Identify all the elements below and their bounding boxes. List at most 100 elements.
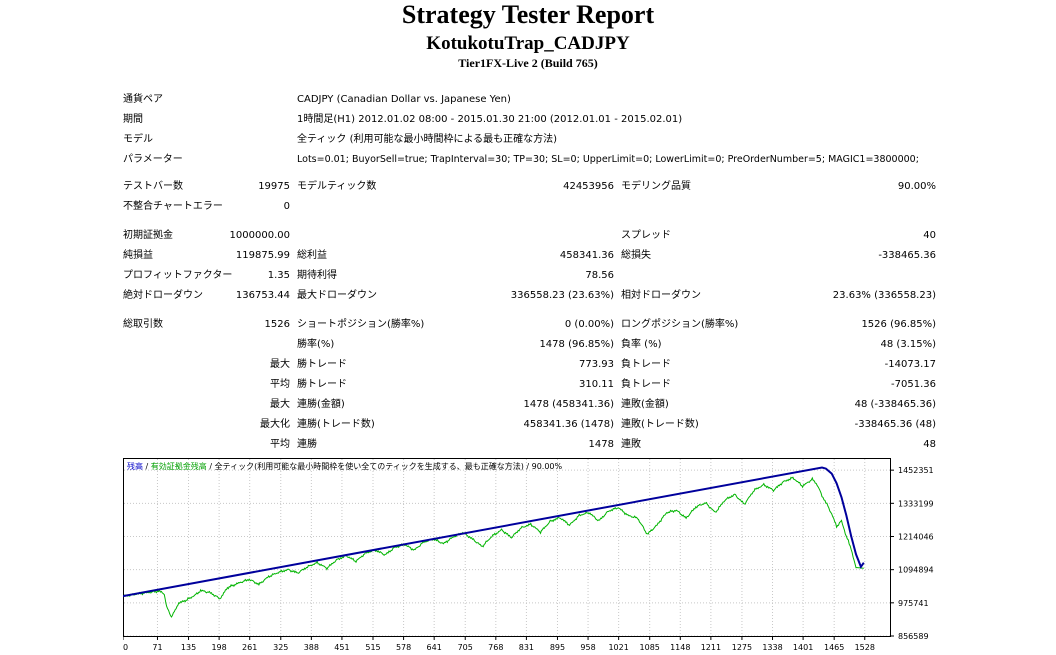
net-profit-label: 純損益 — [123, 250, 153, 261]
x-tick-label: 1528 — [855, 643, 875, 652]
win-rate-value: 1478 (96.85%) — [539, 339, 614, 350]
avg-cons-wins-value: 1478 — [588, 439, 614, 450]
legend-balance: 残高 — [127, 461, 143, 471]
model-label: モデル — [123, 134, 153, 145]
x-tick-label: 198 — [211, 643, 226, 652]
model-value: 全ティック (利用可能な最小時間枠による最も正確な方法) — [297, 134, 558, 145]
equity-line — [123, 476, 864, 618]
total-trades-label: 総取引数 — [123, 319, 163, 330]
x-tick-label: 1401 — [793, 643, 813, 652]
spread-label: スプレッド — [621, 230, 671, 241]
x-tick-label: 451 — [334, 643, 349, 652]
x-tick-label: 388 — [304, 643, 319, 652]
x-tick-label: 1211 — [701, 643, 721, 652]
x-tick-label: 641 — [427, 643, 442, 652]
x-axis-ticks: 0 71 135 198 261 325 388 451 515 578 641 705 768 831 8… — [123, 636, 875, 652]
chart-legend: 残高 / 有効証拠金残高 / 全ティック(利用可能な最小時間枠を使い全てのティッ… — [127, 461, 563, 471]
max-drawdown-label: 最大ドローダウン — [297, 290, 377, 301]
x-tick-label: 325 — [273, 643, 288, 652]
y-tick-label: 1094894 — [898, 566, 934, 575]
avg-cons-wins-label: 連勝 — [297, 439, 317, 450]
x-tick-label: 515 — [365, 643, 380, 652]
avg-loss-label: 負トレード — [621, 379, 671, 390]
period-value: 1時間足(H1) 2012.01.02 08:00 - 2015.01.30 2… — [297, 114, 683, 125]
maximal-losses-label: 連敗(トレード数) — [621, 419, 699, 430]
x-tick-label: 578 — [396, 643, 411, 652]
gross-profit-value: 458341.36 — [559, 250, 614, 261]
chart-grid — [124, 459, 890, 637]
x-tick-label: 1085 — [640, 643, 660, 652]
largest-win-value: 773.93 — [579, 359, 614, 370]
profit-factor-label: プロフィットファクター — [123, 270, 233, 281]
avg-consecutive-label: 平均 — [270, 439, 290, 450]
x-tick-label: 1148 — [670, 643, 690, 652]
avg-win-label: 勝トレード — [297, 379, 347, 390]
largest-label: 最大 — [270, 359, 290, 370]
long-positions-value: 1526 (96.85%) — [861, 319, 936, 330]
abs-drawdown-value: 136753.44 — [235, 290, 290, 301]
max-cons-wins-label: 連勝(金額) — [297, 399, 345, 410]
params-value: Lots=0.01; BuyorSell=true; TrapInterval=… — [297, 154, 919, 165]
largest-win-label: 勝トレード — [297, 359, 347, 370]
avg-win-value: 310.11 — [579, 379, 614, 390]
net-profit-value: 119875.99 — [235, 250, 290, 261]
maximal-label: 最大化 — [260, 419, 290, 430]
params-label: パラメーター — [123, 154, 183, 165]
deposit-value: 1000000.00 — [229, 230, 290, 241]
x-tick-label: 895 — [550, 643, 565, 652]
balance-chart: 残高 / 有効証拠金残高 / 全ティック(利用可能な最小時間枠を使い全てのティッ… — [123, 458, 934, 652]
max-cons-losses-label: 連敗(金額) — [621, 399, 669, 410]
testbars-label: テストバー数 — [123, 181, 183, 192]
quality-label: モデリング品質 — [621, 181, 691, 192]
maximal-wins-label: 連勝(トレード数) — [297, 419, 375, 430]
y-tick-label: 856589 — [898, 632, 929, 641]
spread-value: 40 — [923, 230, 936, 241]
quality-value: 90.00% — [897, 181, 936, 192]
max-cons-losses-value: 48 (-338465.36) — [854, 399, 936, 410]
win-rate-label: 勝率(%) — [297, 339, 335, 350]
gross-profit-label: 総利益 — [297, 250, 327, 261]
balance-line — [123, 466, 865, 598]
y-tick-label: 1452351 — [898, 466, 934, 475]
avg-cons-losses-value: 48 — [923, 439, 936, 450]
x-tick-label: 958 — [580, 643, 595, 652]
expected-payoff-value: 78.56 — [585, 270, 614, 281]
server-build: Tier1FX-Live 2 (Build 765) — [458, 56, 598, 70]
x-tick-label: 71 — [152, 643, 162, 652]
max-consecutive-label: 最大 — [270, 399, 290, 410]
x-tick-label: 768 — [488, 643, 503, 652]
ticks-label: モデルティック数 — [297, 181, 377, 192]
period-label: 期間 — [123, 114, 143, 125]
max-cons-wins-value: 1478 (458341.36) — [523, 399, 614, 410]
largest-loss-label: 負トレード — [621, 359, 671, 370]
expert-name: KotukotuTrap_CADJPY — [426, 33, 630, 54]
y-tick-label: 1333199 — [898, 499, 934, 508]
largest-loss-value: -14073.17 — [884, 359, 936, 370]
ticks-value: 42453956 — [563, 181, 614, 192]
pair-label: 通貨ペア — [123, 94, 163, 105]
report-title: Strategy Tester Report — [401, 0, 655, 29]
y-axis-ticks: 1452351 1333199 1214046 1094894 975741 856589 — [890, 466, 934, 641]
gross-loss-label: 総損失 — [621, 250, 651, 261]
abs-drawdown-label: 絶対ドローダウン — [123, 290, 203, 301]
mismatch-value: 0 — [283, 201, 290, 212]
avg-cons-losses-label: 連敗 — [621, 439, 641, 450]
pair-value: CADJPY (Canadian Dollar vs. Japanese Yen… — [297, 94, 511, 105]
chart-frame — [123, 458, 891, 637]
legend-equity: 有効証拠金残高 — [151, 461, 207, 471]
max-drawdown-value: 336558.23 (23.63%) — [510, 290, 614, 301]
legend-sep: / — [143, 462, 151, 471]
rel-drawdown-label: 相対ドローダウン — [621, 290, 701, 301]
mismatch-label: 不整合チャートエラー — [123, 201, 223, 212]
gross-loss-value: -338465.36 — [878, 250, 936, 261]
deposit-label: 初期証拠金 — [123, 230, 173, 241]
short-positions-value: 0 (0.00%) — [564, 319, 614, 330]
x-tick-label: 0 — [123, 643, 128, 652]
testbars-value: 19975 — [258, 181, 290, 192]
rel-drawdown-value: 23.63% (336558.23) — [832, 290, 936, 301]
x-tick-label: 1465 — [824, 643, 844, 652]
x-tick-label: 261 — [242, 643, 257, 652]
x-tick-label: 135 — [181, 643, 196, 652]
x-tick-label: 831 — [519, 643, 534, 652]
short-positions-label: ショートポジション(勝率%) — [297, 319, 425, 330]
